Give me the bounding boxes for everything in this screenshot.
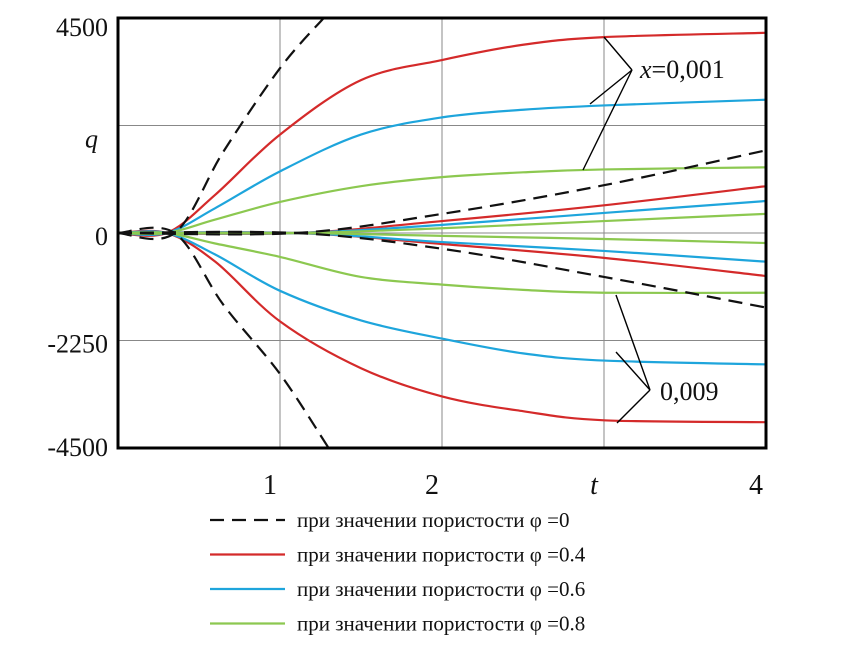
leader-0001-red [603,36,633,71]
series-line-3-3 [118,231,766,295]
curves [118,18,766,448]
leader-0001-blue [589,69,633,105]
legend-label: при значении пористости φ =0.4 [297,543,586,567]
legend-label: при значении пористости φ =0.6 [297,577,585,601]
leader-0001-green [582,69,633,171]
annotation-0009: 0,009 [660,377,719,406]
x-axis-label: t [590,470,599,501]
y-tick-label: 4500 [56,13,108,42]
legend-label: при значении пористости φ =0 [297,508,570,532]
leader-0009-green [615,294,651,391]
legend: при значении пористости φ =0 при значении… [210,508,586,636]
y-tick-labels: 4500 q 0 -2250 -4500 [47,13,108,462]
annotation-x-0001-value: =0,001 [652,55,725,84]
x-tick-label: 2 [425,470,439,501]
annotation-leaders [582,36,651,424]
series-line-2-0 [118,98,766,236]
legend-label: при значении пористости φ =0.8 [297,612,585,636]
plot-frame [116,16,768,450]
series-line-0-0 [118,18,325,241]
annotation-x-0001-variable: x [639,55,652,84]
x-tick-label: 1 [263,470,277,501]
x-tick-labels: 1 2 t 4 [263,470,763,501]
series-line-0-1 [118,149,766,236]
x-tick-label: 4 [749,470,763,501]
leader-0009-blue [615,351,651,391]
y-axis-label: q [85,125,98,154]
series-line-1-3 [118,229,766,424]
series-line-0-3 [118,226,330,448]
series-line-0-2 [118,230,766,309]
series-line-3-0 [118,166,766,236]
y-tick-label: -2250 [47,330,108,359]
series-line-2-3 [118,230,766,366]
y-tick-label: -4500 [47,433,108,462]
leader-0009-red [616,389,651,424]
annotation-x-0001: x=0,001 [639,55,725,84]
y-tick-label: 0 [95,222,108,251]
